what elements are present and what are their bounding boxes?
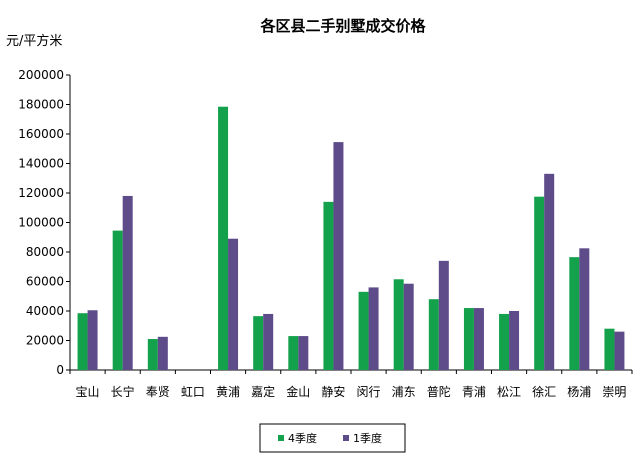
- y-tick-label: 40000: [26, 304, 64, 318]
- y-tick-label: 100000: [18, 216, 64, 230]
- x-category-label: 黄浦: [216, 385, 240, 399]
- bar-series-2: [298, 336, 309, 370]
- x-category-label: 杨浦: [567, 384, 591, 399]
- x-category-label: 青浦: [462, 385, 486, 399]
- bar-series-1: [428, 299, 439, 370]
- bar-series-1: [569, 257, 580, 370]
- legend: 4季度 1季度: [259, 423, 406, 453]
- y-axis-unit-label: 元/平方米: [6, 33, 62, 49]
- legend-swatch-series-1: [278, 435, 284, 441]
- x-category-label: 松江: [497, 385, 521, 399]
- bar-series-1: [534, 196, 545, 370]
- y-tick-label: 0: [56, 363, 64, 377]
- bar-series-2: [544, 173, 555, 370]
- bar-series-1: [218, 106, 229, 371]
- y-tick-label: 180000: [18, 98, 64, 112]
- bar-series-2: [157, 336, 168, 370]
- y-tick-label: 80000: [26, 245, 64, 259]
- bar-series-2: [228, 238, 239, 370]
- y-tick-label: 60000: [26, 275, 64, 289]
- x-category-label: 长宁: [111, 384, 135, 399]
- legend-box: [259, 423, 406, 453]
- legend-label-series-1: 4季度: [288, 431, 317, 445]
- bar-series-1: [499, 313, 510, 370]
- bar-series-2: [368, 287, 379, 370]
- x-category-label: 静安: [321, 384, 345, 399]
- x-category-label: 闵行: [357, 384, 381, 399]
- bar-series-1: [147, 339, 158, 370]
- plot-area: 0 20000 40000 60000 80000 100000 120000 140000 1…: [18, 68, 633, 399]
- bar-series-1: [393, 279, 404, 370]
- chart-title: 各区县二手别墅成交价格: [259, 17, 426, 35]
- x-category-label: 奉贤: [146, 385, 170, 399]
- bar-series-2: [333, 142, 344, 370]
- bar-series-1: [604, 328, 615, 370]
- x-category-label: 浦东: [392, 385, 416, 399]
- bar-series-2: [263, 313, 274, 370]
- x-category-label: 宝山: [76, 385, 100, 399]
- bar-series-2: [438, 260, 449, 370]
- bar-series-1: [323, 201, 334, 370]
- bar-series-1: [358, 291, 369, 370]
- bar-series-2: [87, 310, 98, 370]
- y-tick-label: 20000: [26, 334, 64, 348]
- bar-series-1: [112, 230, 123, 370]
- y-tick-label: 200000: [18, 68, 64, 82]
- x-category-label: 普陀: [427, 384, 451, 399]
- x-category-label: 嘉定: [251, 384, 275, 399]
- bar-series-2: [579, 248, 590, 370]
- x-category-label: 虹口: [181, 385, 205, 399]
- bar-series-1: [253, 316, 264, 370]
- x-category-label: 崇明: [602, 385, 626, 399]
- legend-label-series-2: 1季度: [353, 431, 382, 445]
- bar-series-1: [288, 336, 299, 370]
- x-category-label: 徐汇: [532, 384, 556, 399]
- y-tick-label: 120000: [18, 186, 64, 200]
- bar-series-2: [614, 331, 625, 370]
- x-category-label: 金山: [286, 384, 310, 399]
- y-tick-label: 160000: [18, 127, 64, 141]
- bar-series-1: [77, 313, 88, 370]
- y-tick-label: 140000: [18, 157, 64, 171]
- bar-series-2: [473, 308, 484, 370]
- legend-swatch-series-2: [343, 435, 349, 441]
- bar-series-2: [403, 283, 414, 370]
- bar-series-2: [509, 311, 520, 370]
- bar-series-1: [463, 308, 474, 370]
- bar-series-2: [122, 195, 133, 370]
